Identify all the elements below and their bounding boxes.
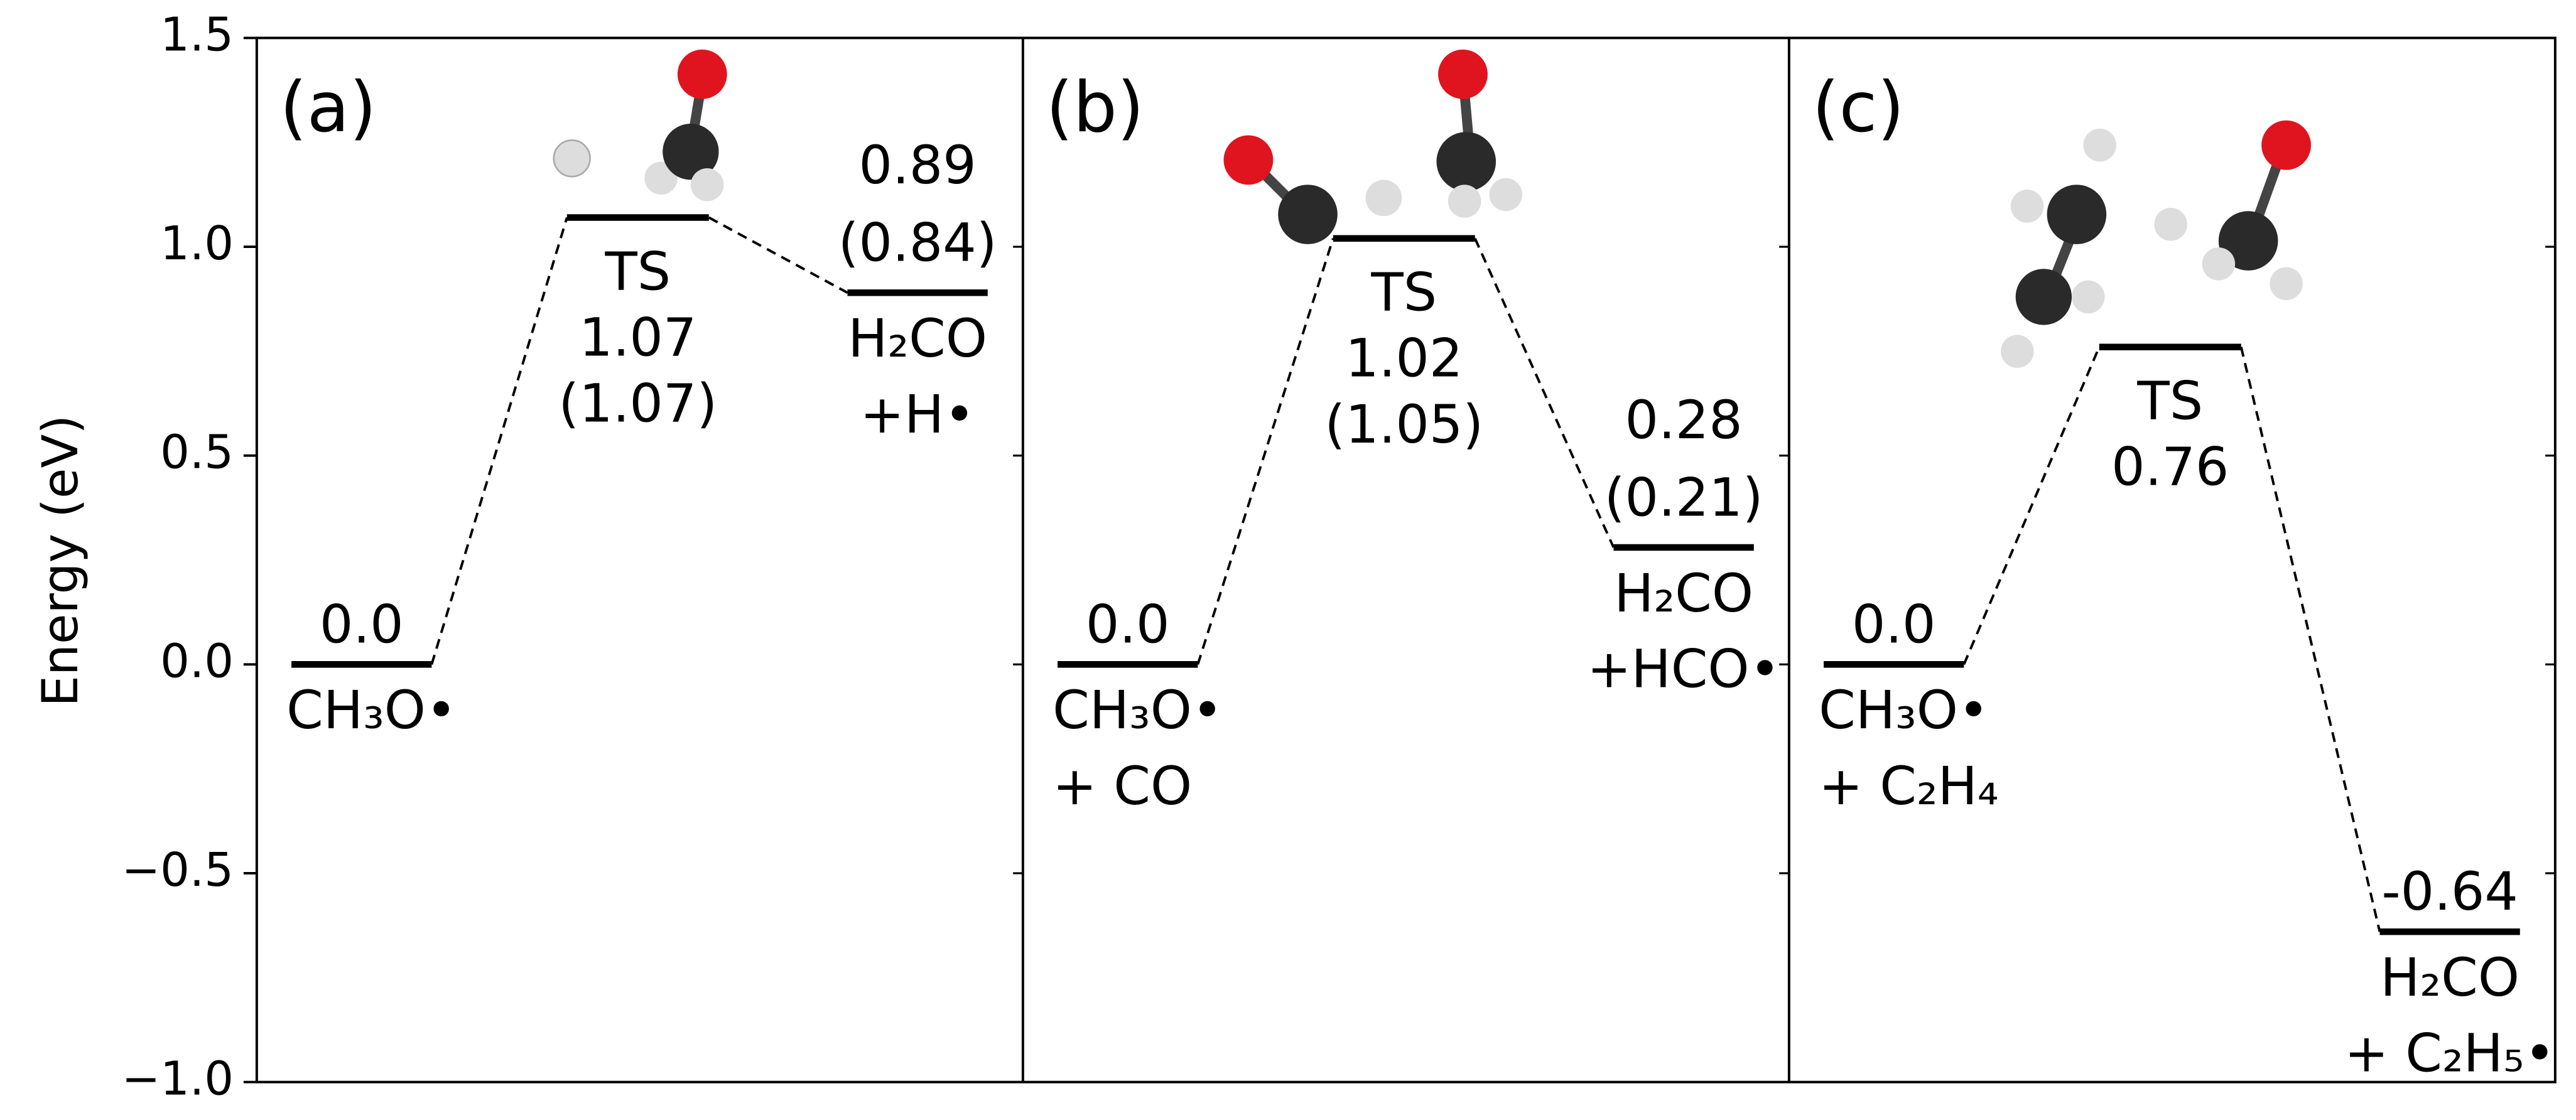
state-name: H₂CO [848,308,987,369]
value-label: 0.89 [859,134,977,196]
connector [430,217,568,665]
atom [690,168,724,202]
atom [2154,208,2187,241]
panel-label: (a) [280,68,377,148]
state-name: + CO [1053,755,1192,817]
connector [1962,346,2101,665]
atom [1438,49,1488,99]
atom [1448,185,1481,218]
y-tick-label: 0.5 [160,426,234,480]
y-axis-label: Energy (eV) [31,415,89,707]
y-tick-label: 1.0 [160,217,234,271]
atom [1436,132,1496,191]
state-name: + C₂H₄ [1819,755,1998,817]
state-name: H₂CO [1614,563,1753,624]
connector [1473,237,1615,548]
atom [2072,280,2105,314]
state-name: TS [1370,262,1437,323]
value-label: -0.64 [2381,861,2518,922]
connector [2239,347,2381,932]
alt-value-label: (0.84) [838,212,997,274]
value-label: 1.07 [579,306,696,368]
molecule-b [1223,49,1523,244]
atom [2270,267,2303,301]
alt-value-label: (1.05) [1324,394,1483,455]
y-tick-label: −1.0 [122,1053,234,1106]
atom [1223,135,1274,185]
state-name: +HCO• [1587,638,1780,700]
state-name: CH₃O• [1053,679,1223,741]
atom [1489,178,1523,212]
atom [644,161,678,195]
molecule-c [2001,120,2311,368]
atom [2261,120,2311,170]
plot-frame [255,36,2557,1084]
atom [663,124,719,180]
value-label: 1.02 [1345,328,1463,389]
value-label: 0.76 [2111,436,2229,498]
connector [1196,238,1334,665]
atom [553,139,591,178]
atom [2083,128,2116,162]
connector [708,216,848,294]
state-name: TS [604,240,671,302]
atom [2010,190,2044,223]
panel-label: (b) [1046,68,1144,148]
atom [677,49,727,99]
value-label: 0.0 [1086,593,1170,655]
value-label: 0.28 [1625,389,1743,451]
atom [2218,211,2278,271]
value-label: 0.0 [1852,593,1936,655]
alt-value-label: (0.21) [1605,466,1763,528]
atom [1278,185,1338,244]
atom [1365,180,1402,217]
atom [2202,247,2236,281]
state-name: TS [2136,370,2203,432]
y-tick-label: 0.0 [160,635,234,688]
state-name: CH₃O• [286,679,457,741]
value-label: 0.0 [320,593,404,655]
atom [2001,335,2034,368]
atom [2047,185,2107,244]
state-name: +H• [860,384,975,445]
state-name: H₂CO [2380,947,2519,1008]
alt-value-label: (1.07) [558,373,717,434]
y-tick-label: −0.5 [122,844,234,897]
panel-label: (c) [1812,68,1905,148]
atom [2015,269,2072,325]
state-name: CH₃O• [1819,679,1989,741]
y-tick-label: 1.5 [160,8,234,62]
molecule-a [553,49,727,202]
state-name: + C₂H₅• [2344,1023,2555,1084]
